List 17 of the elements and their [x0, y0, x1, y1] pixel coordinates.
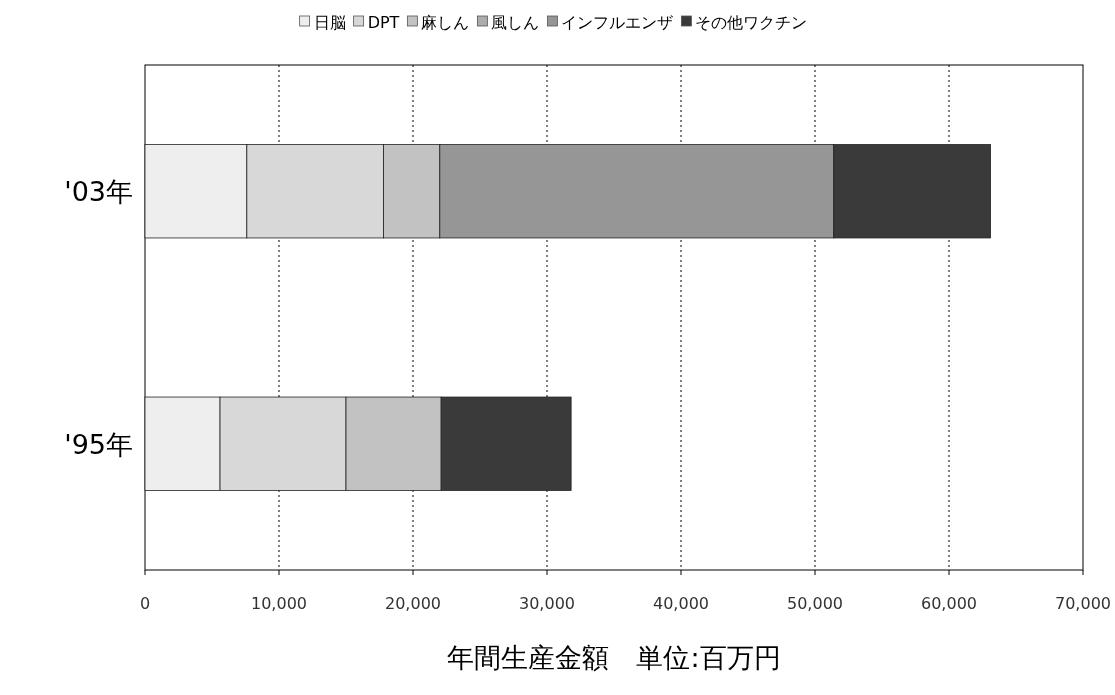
x-tick-label: 0	[139, 594, 151, 613]
legend-label: 風しん	[491, 13, 540, 32]
legend-label: その他ワクチン	[695, 13, 808, 32]
x-tick-label: 70,000	[1055, 594, 1111, 613]
y-tick-label: '03年	[64, 176, 133, 208]
legend-label: 麻しん	[421, 13, 470, 32]
x-axis-title: 年間生産金額 単位:百万円	[447, 642, 781, 673]
x-tick-label: 50,000	[787, 594, 843, 613]
x-tick-label: 20,000	[385, 594, 441, 613]
legend-label: DPT	[367, 13, 400, 32]
x-tick-label: 10,000	[251, 594, 307, 613]
x-tick-label: 40,000	[653, 594, 709, 613]
x-tick-label: 30,000	[519, 594, 575, 613]
legend-label: 日脳	[313, 13, 346, 32]
y-tick-label: '95年	[64, 428, 133, 460]
x-tick-label: 60,000	[921, 594, 977, 613]
legend-label: インフルエンザ	[561, 13, 674, 32]
